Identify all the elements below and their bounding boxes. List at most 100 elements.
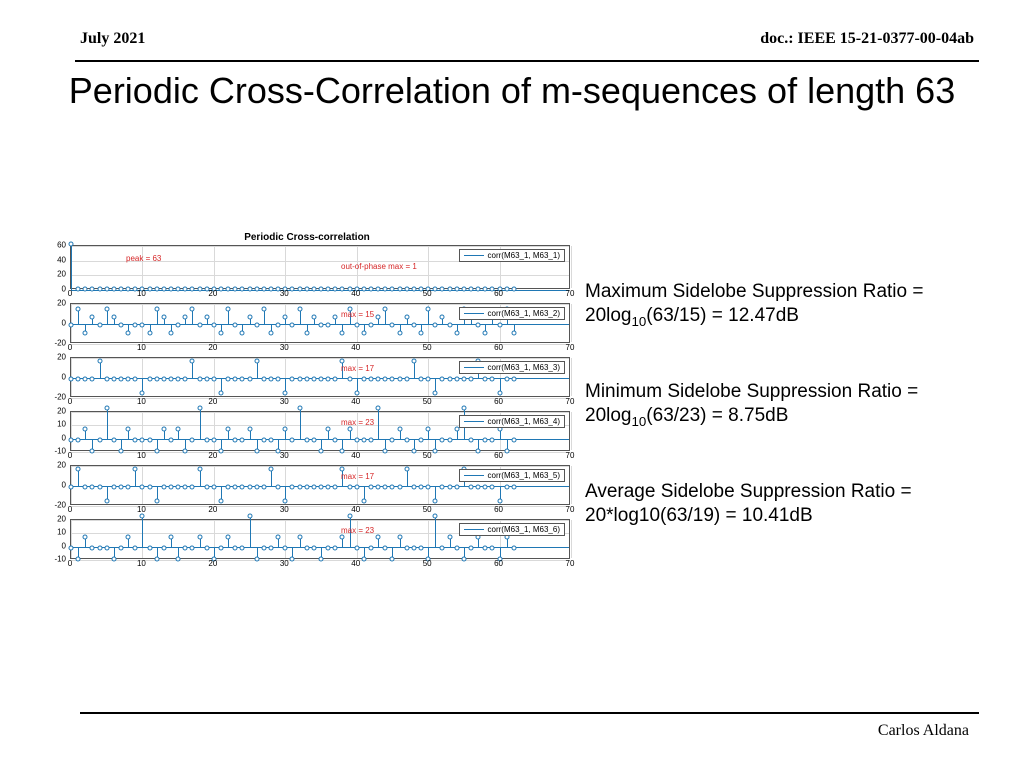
y-tick: 20 (57, 407, 66, 416)
x-tick: 60 (494, 343, 503, 352)
plot-area: max = 23 corr(M63_1, M63_6) (70, 519, 570, 559)
x-tick: 50 (423, 343, 432, 352)
y-tick: 20 (57, 461, 66, 470)
x-tick: 40 (351, 451, 360, 460)
charts-region: Periodic Cross-correlation0204060peak = … (42, 232, 572, 573)
y-tick: 0 (62, 285, 66, 294)
y-tick: 0 (62, 373, 66, 382)
chart-panel: -1001020max = 23corr(M63_1, M63_4)010203… (42, 411, 572, 451)
x-tick: 20 (208, 451, 217, 460)
x-tick: 30 (280, 505, 289, 514)
x-tick: 0 (68, 289, 72, 298)
y-tick: 10 (57, 528, 66, 537)
x-tick: 20 (208, 559, 217, 568)
y-tick: 40 (57, 255, 66, 264)
x-tick: 60 (494, 505, 503, 514)
x-tick: 70 (566, 559, 575, 568)
plot-area: max = 17 corr(M63_1, M63_5) (70, 465, 570, 505)
x-tick: 10 (137, 451, 146, 460)
x-tick: 40 (351, 505, 360, 514)
chart-legend: corr(M63_1, M63_1) (459, 249, 565, 262)
chart-legend: corr(M63_1, M63_4) (459, 415, 565, 428)
y-tick: -20 (54, 393, 66, 402)
y-tick: -10 (54, 555, 66, 564)
page-header: July 2021 doc.: IEEE 15-21-0377-00-04ab (80, 30, 974, 48)
chart-panel: -1001020max = 23corr(M63_1, M63_6)010203… (42, 519, 572, 559)
text-min-sidelobe: Minimum Sidelobe Suppression Ratio = 20l… (585, 380, 969, 430)
x-tick: 10 (137, 343, 146, 352)
x-tick: 40 (351, 289, 360, 298)
x-tick: 20 (208, 343, 217, 352)
x-tick: 50 (423, 559, 432, 568)
chart-legend: corr(M63_1, M63_5) (459, 469, 565, 482)
x-tick: 50 (423, 397, 432, 406)
header-docnum: doc.: IEEE 15-21-0377-00-04ab (760, 30, 974, 48)
legend-label: corr(M63_1, M63_3) (488, 363, 560, 372)
x-tick: 60 (494, 559, 503, 568)
footer-author: Carlos Aldana (878, 722, 969, 740)
legend-label: corr(M63_1, M63_4) (488, 417, 560, 426)
y-tick: 0 (62, 433, 66, 442)
y-tick: 0 (62, 481, 66, 490)
x-tick: 30 (280, 343, 289, 352)
x-tick: 60 (494, 397, 503, 406)
text-avg-sidelobe: Average Sidelobe Suppression Ratio = 20*… (585, 480, 969, 528)
chart-annotation: out-of-phase max = 1 (341, 262, 417, 271)
x-tick: 50 (423, 505, 432, 514)
y-tick: 20 (57, 299, 66, 308)
chart-annotation: max = 17 (341, 472, 374, 481)
legend-label: corr(M63_1, M63_5) (488, 471, 560, 480)
x-tick: 10 (137, 559, 146, 568)
chart-panel: -20020max = 17corr(M63_1, M63_3)01020304… (42, 357, 572, 397)
x-tick: 50 (423, 451, 432, 460)
x-tick: 30 (280, 451, 289, 460)
chart-panel: -20020max = 15corr(M63_1, M63_2)01020304… (42, 303, 572, 343)
x-tick: 40 (351, 343, 360, 352)
x-tick: 10 (137, 397, 146, 406)
y-tick: 0 (62, 541, 66, 550)
chart-annotation: max = 23 (341, 418, 374, 427)
x-tick: 30 (280, 559, 289, 568)
rule-bottom (80, 712, 979, 714)
header-date: July 2021 (80, 30, 145, 48)
x-tick: 40 (351, 397, 360, 406)
plot-area: peak = 63 out-of-phase max = 1 corr(M63_1,… (70, 245, 570, 289)
y-tick: -20 (54, 501, 66, 510)
chart-panel: -20020max = 17corr(M63_1, M63_5)01020304… (42, 465, 572, 505)
x-tick: 0 (68, 451, 72, 460)
legend-label: corr(M63_1, M63_1) (488, 251, 560, 260)
y-tick: -10 (54, 447, 66, 456)
x-tick: 0 (68, 343, 72, 352)
plot-area: max = 15 corr(M63_1, M63_2) (70, 303, 570, 343)
x-tick: 70 (566, 505, 575, 514)
x-tick: 50 (423, 289, 432, 298)
chart-annotation: max = 23 (341, 526, 374, 535)
y-tick: 0 (62, 319, 66, 328)
y-tick: 20 (57, 515, 66, 524)
y-tick: 10 (57, 420, 66, 429)
y-tick: 20 (57, 353, 66, 362)
x-tick: 10 (137, 289, 146, 298)
x-tick: 0 (68, 397, 72, 406)
y-tick: 20 (57, 270, 66, 279)
x-tick: 70 (566, 451, 575, 460)
text-max-sidelobe: Maximum Sidelobe Suppression Ratio = 20l… (585, 280, 969, 330)
charts-title: Periodic Cross-correlation (42, 232, 572, 243)
chart-annotation: max = 15 (341, 310, 374, 319)
chart-panel: 0204060peak = 63out-of-phase max = 1corr… (42, 245, 572, 289)
x-tick: 60 (494, 451, 503, 460)
legend-label: corr(M63_1, M63_6) (488, 525, 560, 534)
x-tick: 0 (68, 505, 72, 514)
slide-title: Periodic Cross-Correlation of m-sequence… (0, 68, 1024, 113)
chart-annotation: peak = 63 (126, 254, 161, 263)
legend-label: corr(M63_1, M63_2) (488, 309, 560, 318)
x-tick: 20 (208, 397, 217, 406)
chart-annotation: max = 17 (341, 364, 374, 373)
x-tick: 40 (351, 559, 360, 568)
y-tick: -20 (54, 339, 66, 348)
x-tick: 30 (280, 397, 289, 406)
x-tick: 70 (566, 397, 575, 406)
chart-legend: corr(M63_1, M63_3) (459, 361, 565, 374)
chart-legend: corr(M63_1, M63_6) (459, 523, 565, 536)
x-tick: 60 (494, 289, 503, 298)
